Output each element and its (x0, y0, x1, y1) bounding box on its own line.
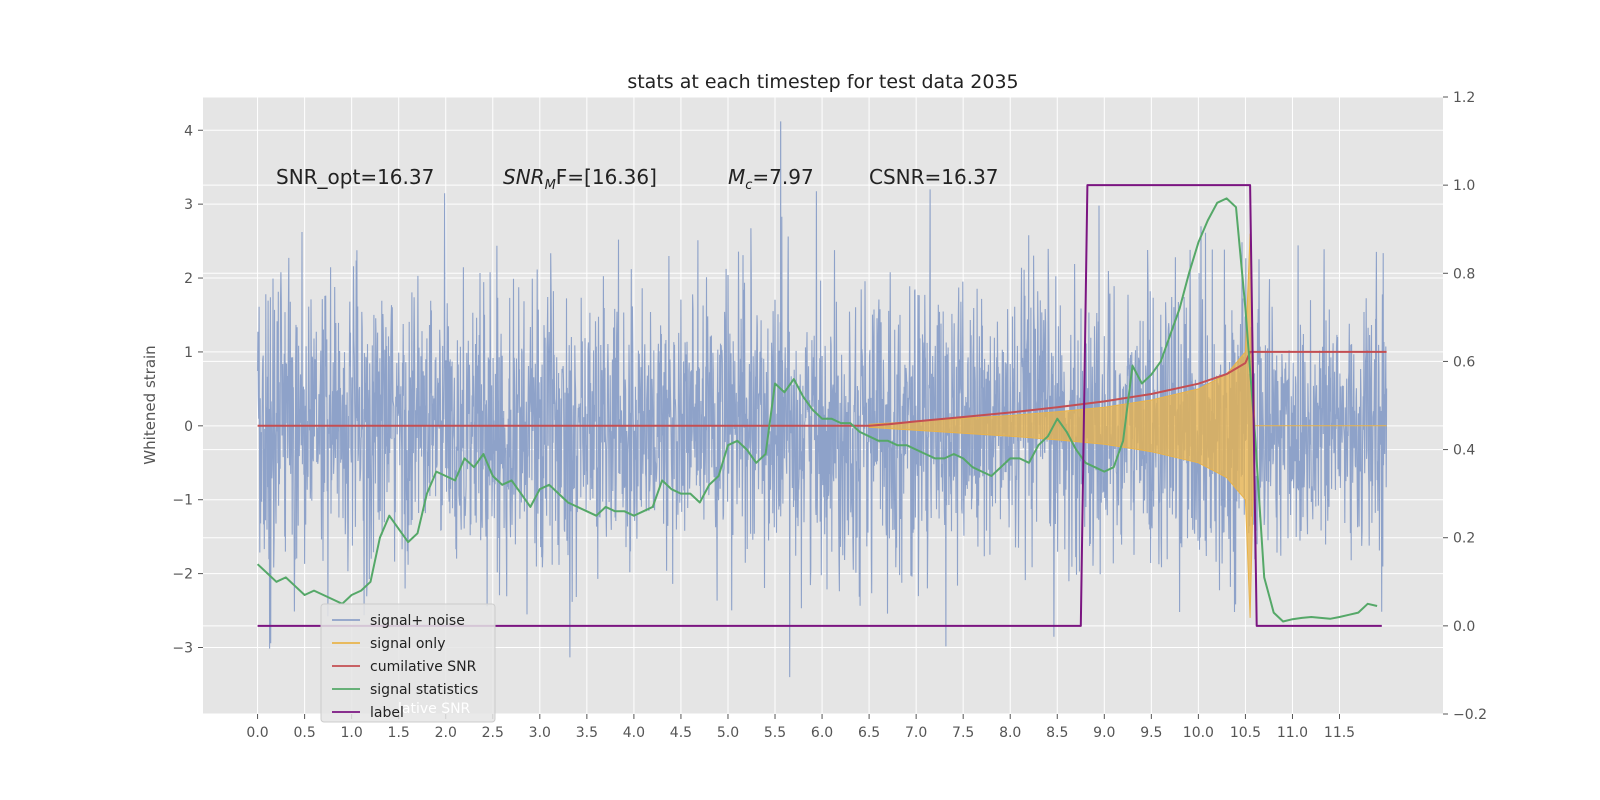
annotation-snr-opt: SNR_opt=16.37 (276, 165, 434, 189)
axis-ticks: 0.0 0.5 1.0 1.5 2.0 2.5 3.0 3.5 4.0 4.5 5.0 5.5 6.0 6… (172, 90, 1487, 741)
x-tick-label: 4.5 (670, 725, 692, 741)
annotation-chirp-mass-sub: c (745, 178, 752, 193)
x-tick-label: 1.5 (388, 725, 410, 741)
series-signal-only (868, 233, 1387, 618)
x-tick-label: 8.5 (1046, 725, 1068, 741)
x-tick-label: 10.0 (1183, 725, 1214, 741)
x-tick-label: 1.0 (341, 725, 363, 741)
y-tick-label-left: 0 (184, 419, 193, 435)
y-tick-label-right: 0.0 (1453, 619, 1475, 635)
legend-ghost-text: lative SNR (398, 701, 471, 717)
x-tick-label: 11.0 (1277, 725, 1308, 741)
legend: lative SNR signal+ noise signal only cumil… (320, 603, 496, 723)
legend-label: signal only (370, 636, 445, 652)
legend-label: signal+ noise (370, 613, 465, 629)
y-tick-label-right: 0.2 (1453, 531, 1475, 547)
x-tick-label: 11.5 (1324, 725, 1355, 741)
y-tick-label-left: 2 (184, 271, 193, 287)
x-tick-label: 7.5 (952, 725, 974, 741)
x-tick-label: 10.5 (1230, 725, 1261, 741)
x-tick-label: 2.0 (435, 725, 457, 741)
y-tick-label-right: 0.6 (1453, 354, 1475, 370)
x-tick-label: 5.5 (764, 725, 786, 741)
annotation-snr-mf-base: SNR (503, 165, 545, 189)
legend-entries: signal+ noise signal only cumilative SNR si… (332, 613, 478, 721)
annotation-snr-mf-tail: F=[16.36] (556, 165, 657, 189)
y-tick-label-right: 1.2 (1453, 90, 1475, 106)
x-tick-label: 0.5 (293, 725, 315, 741)
y-tick-label-left: 4 (184, 123, 193, 139)
x-tick-label: 2.5 (482, 725, 504, 741)
annotation-chirp-mass-tail: =7.97 (752, 165, 813, 189)
series-layer (256, 121, 1388, 678)
annotation-csnr: CSNR=16.37 (869, 165, 999, 189)
y-tick-label-right: 1.0 (1453, 178, 1475, 194)
x-tick-label: 4.0 (623, 725, 645, 741)
x-tick-label: 3.0 (529, 725, 551, 741)
annotation-snr-mf-sub: M (545, 178, 556, 193)
annotation-chirp-mass-base: M (728, 165, 745, 189)
y-axis-label: Whitened strain (141, 345, 159, 464)
x-tick-label: 6.0 (811, 725, 833, 741)
x-tick-label: 7.0 (905, 725, 927, 741)
x-tick-label: 8.0 (999, 725, 1021, 741)
y-tick-label-right: −0.2 (1453, 707, 1487, 723)
legend-box (320, 603, 496, 723)
x-tick-label: 0.0 (246, 725, 268, 741)
series-cumilative-snr (257, 350, 1387, 427)
legend-label: label (370, 705, 404, 721)
legend-label: signal statistics (370, 682, 478, 698)
legend-label: cumilative SNR (370, 659, 477, 675)
annotation-chirp-mass: Mc=7.97 (728, 165, 814, 193)
x-tick-label: 5.0 (717, 725, 739, 741)
x-tick-label: 9.0 (1093, 725, 1115, 741)
y-tick-label-left: −2 (172, 567, 193, 583)
y-tick-label-left: 3 (184, 197, 193, 213)
x-tick-label: 3.5 (576, 725, 598, 741)
chart-title: stats at each timestep for test data 203… (627, 71, 1018, 93)
y-tick-label-left: −1 (172, 493, 193, 509)
annotation-snr-mf: SNRMF=[16.36] (503, 165, 657, 193)
y-tick-label-left: 1 (184, 345, 193, 361)
x-tick-label: 9.5 (1140, 725, 1162, 741)
x-tick-label: 6.5 (858, 725, 880, 741)
series-label (257, 184, 1382, 627)
y-tick-label-right: 0.4 (1453, 443, 1475, 459)
y-tick-label-left: −3 (172, 640, 193, 656)
series-signal-statistics (256, 197, 1378, 623)
y-tick-label-right: 0.8 (1453, 266, 1475, 282)
